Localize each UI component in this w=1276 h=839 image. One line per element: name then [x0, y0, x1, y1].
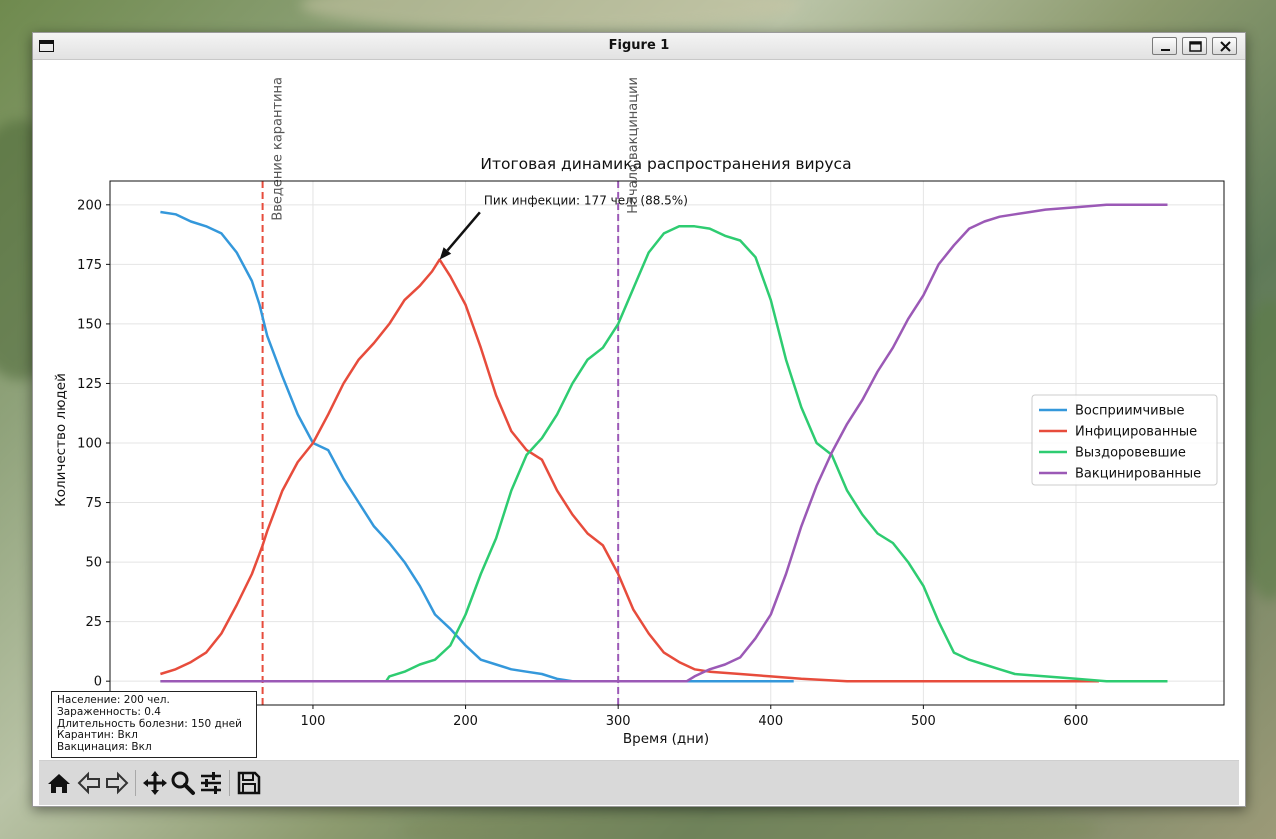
x-tick-label: 100 — [301, 714, 326, 729]
back-button[interactable] — [75, 769, 103, 797]
legend-label: Инфицированные — [1075, 425, 1197, 440]
info-vaccination: Вакцинация: Вкл — [57, 741, 152, 754]
chart-title: Итоговая динамика распространения вируса — [480, 155, 851, 173]
info-duration: Длительность болезни: 150 дней — [57, 717, 242, 730]
plot-frame — [109, 180, 1225, 706]
y-tick-label: 175 — [77, 258, 102, 273]
forward-button[interactable] — [103, 769, 131, 797]
configure-button[interactable] — [197, 769, 225, 797]
minimize-button[interactable] — [1152, 37, 1177, 55]
event-label: Начало вакцинации — [626, 77, 641, 214]
toolbar-separator — [135, 770, 136, 796]
move-icon — [143, 771, 167, 795]
y-tick-label: 50 — [85, 556, 102, 571]
x-tick-label: 600 — [1064, 714, 1089, 729]
event-label: Введение карантина — [271, 77, 286, 221]
series-line — [160, 210, 794, 683]
window-title: Figure 1 — [608, 38, 670, 53]
info-population: Население: 200 чел. — [57, 694, 170, 706]
figure-canvas: Итоговая динамика распространения вируса… — [39, 60, 1239, 760]
series-lines — [160, 203, 1168, 683]
close-button[interactable] — [1212, 37, 1237, 55]
y-tick-label: 200 — [77, 198, 102, 213]
floppy-disk-icon — [237, 771, 261, 795]
y-tick-label: 150 — [77, 317, 102, 332]
chart-svg: Итоговая динамика распространения вируса… — [53, 77, 1225, 747]
close-icon — [1220, 41, 1231, 52]
annotation-arrowhead — [439, 247, 452, 260]
maximize-icon — [1189, 41, 1202, 52]
axis-ticks: 0 25 50 75 100 125 150 175 200 100 200 300 400 500 600 — [77, 198, 1088, 729]
y-tick-label: 0 — [94, 675, 102, 690]
legend: Восприимчивые Инфицированные Выздоровевшие… — [1031, 394, 1218, 486]
x-axis-label: Время (дни) — [623, 731, 709, 747]
minimize-icon — [1161, 49, 1170, 51]
y-tick-label: 25 — [85, 615, 102, 630]
zoom-icon — [171, 771, 195, 795]
x-tick-label: 300 — [606, 714, 631, 729]
series-line — [160, 225, 1168, 683]
annotation-text: Пик инфекции: 177 чел. (88.5%) — [484, 193, 688, 207]
figure-window: Figure 1 Итоговая динамика распространен… — [32, 32, 1246, 807]
pan-button[interactable] — [141, 769, 169, 797]
info-box: Население: 200 чел. Зараженность: 0.4 Дл… — [51, 691, 257, 758]
legend-label: Восприимчивые — [1075, 404, 1185, 419]
sliders-icon — [201, 772, 221, 794]
annotation-arrow-shaft — [446, 211, 481, 252]
home-icon — [48, 774, 70, 793]
window-icon — [39, 40, 54, 52]
info-infectiousness: Зараженность: 0.4 — [57, 705, 161, 718]
legend-box — [1031, 394, 1218, 486]
x-tick-label: 400 — [758, 714, 783, 729]
save-button[interactable] — [235, 769, 263, 797]
navigation-toolbar — [39, 760, 1239, 805]
title-bar[interactable]: Figure 1 — [33, 33, 1245, 60]
maximize-button[interactable] — [1182, 37, 1207, 55]
y-tick-label: 125 — [77, 377, 102, 392]
event-lines: Введение карантина Начало вакцинации — [261, 77, 641, 705]
home-button[interactable] — [45, 769, 73, 797]
y-axis-label: Количество людей — [53, 373, 69, 507]
info-quarantine: Карантин: Вкл — [57, 729, 138, 742]
legend-label: Вакцинированные — [1075, 467, 1201, 482]
series-line — [160, 203, 1168, 683]
y-tick-label: 100 — [77, 437, 102, 452]
peak-annotation: Пик инфекции: 177 чел. (88.5%) — [439, 193, 688, 260]
zoom-button[interactable] — [169, 769, 197, 797]
x-tick-label: 500 — [911, 714, 936, 729]
back-arrow-icon — [77, 771, 100, 795]
toolbar-separator — [229, 770, 230, 796]
forward-arrow-icon — [106, 771, 129, 795]
legend-label: Выздоровевшие — [1075, 446, 1186, 461]
series-line — [160, 258, 1099, 683]
y-tick-label: 75 — [85, 496, 102, 511]
x-tick-label: 200 — [453, 714, 478, 729]
